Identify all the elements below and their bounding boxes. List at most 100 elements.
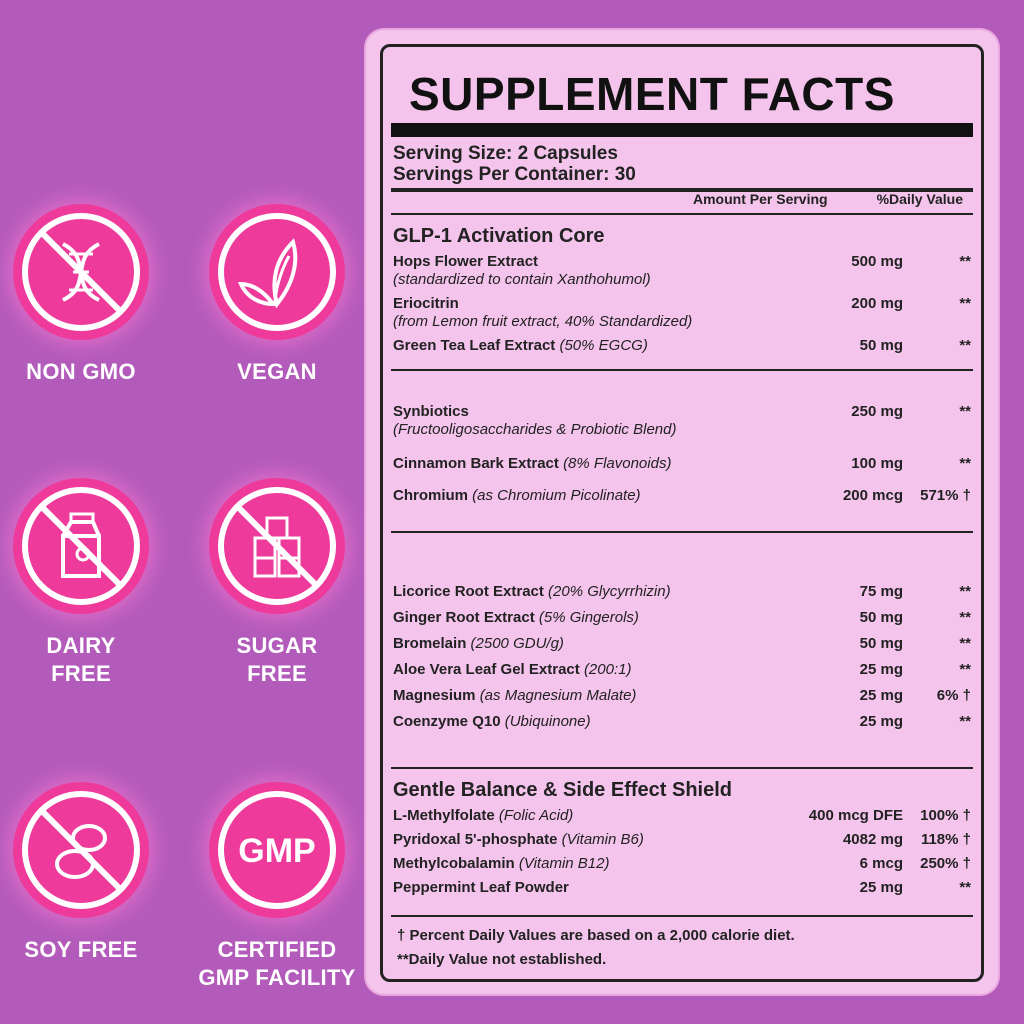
ingredient-description: (Fructooligosaccharides & Probiotic Blen… xyxy=(393,421,677,438)
ingredient-dv: ** xyxy=(959,295,971,312)
ingredient-dv: ** xyxy=(959,609,971,626)
ingredient-note: (5% Gingerols) xyxy=(538,609,639,626)
footnote-not-established: **Daily Value not established. xyxy=(397,951,607,968)
divider xyxy=(391,213,973,215)
gmp-icon-text: GMP xyxy=(238,832,315,870)
ingredient-note: (8% Flavonoids) xyxy=(563,455,672,472)
ingredient-name: Licorice Root Extract (20% Glycyrrhizin) xyxy=(393,583,671,600)
badge-label: CERTIFIED GMP FACILITY xyxy=(198,937,356,990)
badge-sugar-free: SUGAR FREE xyxy=(182,478,372,688)
section-title-glp1: GLP-1 Activation Core xyxy=(393,225,605,247)
ingredient-dv: 250% † xyxy=(920,855,971,872)
col-dv-header: %Daily Value xyxy=(876,191,963,207)
section-title-balance: Gentle Balance & Side Effect Shield xyxy=(393,779,732,801)
ingredient-amount: 200 mcg xyxy=(842,487,903,504)
ingredient-name: L-Methylfolate (Folic Acid) xyxy=(393,807,574,824)
leaf-icon xyxy=(209,204,345,340)
footnote-dv: † Percent Daily Values are based on a 2,… xyxy=(397,927,795,944)
facts-title: SUPPLEMENT FACTS xyxy=(409,68,895,120)
ingredient-note: (as Chromium Picolinate) xyxy=(472,487,641,504)
ingredient-name: Methylcobalamin (Vitamin B12) xyxy=(393,855,610,872)
badge-soy-free: SOY FREE xyxy=(0,782,176,964)
ingredient-dv: 100% † xyxy=(920,807,971,824)
badge-non-gmo: NON GMO xyxy=(0,204,176,386)
col-amount-header: Amount Per Serving xyxy=(693,191,828,207)
ingredient-dv: ** xyxy=(959,661,971,678)
ingredient-amount: 25 mg xyxy=(859,879,903,896)
divider xyxy=(391,369,973,371)
ingredient-name: Peppermint Leaf Powder xyxy=(393,879,569,896)
ingredient-note: (as Magnesium Malate) xyxy=(479,687,637,704)
badge-gmp: GMP CERTIFIED GMP FACILITY xyxy=(182,782,372,992)
sugar-cubes-icon xyxy=(209,478,345,614)
ingredient-amount: 25 mg xyxy=(859,713,903,730)
dna-icon xyxy=(13,204,149,340)
badge-vegan: VEGAN xyxy=(182,204,372,386)
ingredient-dv: ** xyxy=(959,635,971,652)
ingredient-name: Coenzyme Q10 (Ubiquinone) xyxy=(393,713,591,730)
ingredient-amount: 50 mg xyxy=(859,635,903,652)
ingredient-name: Bromelain (2500 GDU/g) xyxy=(393,635,564,652)
badge-label: DAIRY FREE xyxy=(46,633,116,686)
ingredient-name: Eriocitrin xyxy=(393,295,459,312)
milk-carton-icon xyxy=(13,478,149,614)
ingredient-note: (Folic Acid) xyxy=(498,807,574,824)
ingredient-dv: ** xyxy=(959,583,971,600)
badge-label: VEGAN xyxy=(237,359,317,384)
ingredient-amount: 100 mg xyxy=(851,455,903,472)
ingredient-name: Green Tea Leaf Extract (50% EGCG) xyxy=(393,337,648,354)
ingredient-amount: 50 mg xyxy=(859,609,903,626)
ingredient-dv: ** xyxy=(959,455,971,472)
ingredient-dv: 571% † xyxy=(920,487,971,504)
badge-dairy-free: DAIRY FREE xyxy=(0,478,176,688)
ingredient-amount: 400 mcg DFE xyxy=(808,807,903,824)
servings-per-container: Servings Per Container: 30 xyxy=(393,164,636,185)
ingredient-note: (Ubiquinone) xyxy=(504,713,591,730)
ingredient-amount: 50 mg xyxy=(859,337,903,354)
ingredient-name: Pyridoxal 5'-phosphate (Vitamin B6) xyxy=(393,831,644,848)
ingredient-dv: ** xyxy=(959,337,971,354)
soybean-icon xyxy=(13,782,149,918)
ingredient-dv: ** xyxy=(959,253,971,270)
ingredient-dv: 118% † xyxy=(920,831,971,848)
ingredient-name: Magnesium (as Magnesium Malate) xyxy=(393,687,637,704)
ingredient-dv: ** xyxy=(959,403,971,420)
ingredient-note: (200:1) xyxy=(583,661,632,678)
serving-size: Serving Size: 2 Capsules xyxy=(393,143,618,164)
badge-label: SOY FREE xyxy=(24,937,138,962)
badge-label: NON GMO xyxy=(26,359,136,384)
ingredient-note: (Vitamin B6) xyxy=(561,831,644,848)
ingredient-amount: 200 mg xyxy=(851,295,903,312)
divider xyxy=(391,767,973,769)
supplement-facts-panel: SUPPLEMENT FACTS Serving Size: 2 Capsule… xyxy=(364,28,1000,996)
divider xyxy=(391,915,973,917)
ingredient-dv: 6% † xyxy=(936,687,971,704)
divider xyxy=(391,531,973,533)
badge-label: SUGAR FREE xyxy=(236,633,318,686)
ingredient-name: Cinnamon Bark Extract (8% Flavonoids) xyxy=(393,455,672,472)
ingredient-name: Aloe Vera Leaf Gel Extract (200:1) xyxy=(393,661,632,678)
ingredient-note: (Vitamin B12) xyxy=(518,855,610,872)
ingredient-amount: 6 mcg xyxy=(859,855,903,872)
facts-box: SUPPLEMENT FACTS Serving Size: 2 Capsule… xyxy=(380,44,984,982)
ingredient-amount: 25 mg xyxy=(859,687,903,704)
ingredient-name: Ginger Root Extract (5% Gingerols) xyxy=(393,609,639,626)
ingredient-amount: 75 mg xyxy=(859,583,903,600)
ingredient-amount: 500 mg xyxy=(851,253,903,270)
serving-info: Serving Size: 2 Capsules Servings Per Co… xyxy=(393,143,636,185)
divider xyxy=(391,188,973,192)
ingredient-amount: 25 mg xyxy=(859,661,903,678)
ingredient-note: (20% Glycyrrhizin) xyxy=(548,583,671,600)
ingredient-dv: ** xyxy=(959,713,971,730)
ingredient-note: (50% EGCG) xyxy=(559,337,648,354)
ingredient-name: Chromium (as Chromium Picolinate) xyxy=(393,487,641,504)
ingredient-amount: 250 mg xyxy=(851,403,903,420)
title-divider xyxy=(391,123,973,137)
ingredient-note: (2500 GDU/g) xyxy=(470,635,564,652)
ingredient-name: Synbiotics xyxy=(393,403,469,420)
gmp-icon: GMP xyxy=(209,782,345,918)
ingredient-dv: ** xyxy=(959,879,971,896)
ingredient-amount: 4082 mg xyxy=(842,831,903,848)
ingredient-name: Hops Flower Extract xyxy=(393,253,539,270)
ingredient-description: (standardized to contain Xanthohumol) xyxy=(393,271,651,288)
